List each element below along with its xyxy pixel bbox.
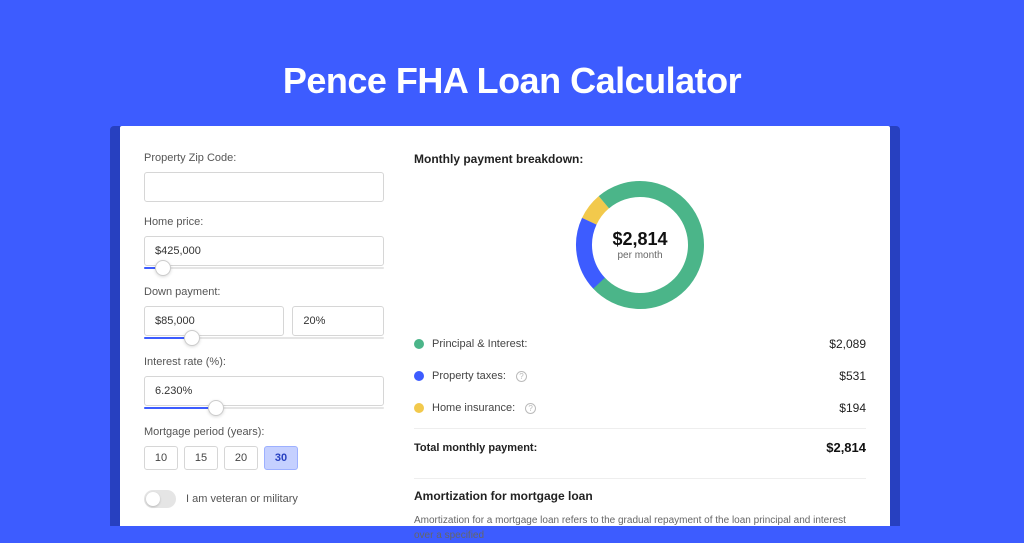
period-btn-15[interactable]: 15 <box>184 446 218 470</box>
amortization-text: Amortization for a mortgage loan refers … <box>414 513 866 543</box>
zip-input[interactable] <box>144 172 384 202</box>
donut-amount: $2,814 <box>612 229 667 250</box>
amortization-title: Amortization for mortgage loan <box>414 489 866 503</box>
breakdown-column: Monthly payment breakdown: $2,814 per mo… <box>414 152 866 526</box>
donut-sub: per month <box>617 250 662 261</box>
period-btn-30[interactable]: 30 <box>264 446 298 470</box>
period-btn-10[interactable]: 10 <box>144 446 178 470</box>
interest-rate-label: Interest rate (%): <box>144 356 384 368</box>
legend-label: Property taxes: <box>432 370 506 382</box>
info-icon[interactable]: ? <box>516 371 527 382</box>
down-payment-percent-input[interactable] <box>292 306 384 336</box>
total-value: $2,814 <box>826 440 866 455</box>
period-btn-20[interactable]: 20 <box>224 446 258 470</box>
total-label: Total monthly payment: <box>414 442 537 454</box>
veteran-label: I am veteran or military <box>186 493 298 505</box>
legend-value: $2,089 <box>829 337 866 351</box>
breakdown-title: Monthly payment breakdown: <box>414 152 866 166</box>
down-payment-amount-input[interactable] <box>144 306 284 336</box>
home-price-slider[interactable] <box>144 264 384 272</box>
slider-thumb[interactable] <box>155 260 171 276</box>
down-payment-slider[interactable] <box>144 334 384 342</box>
legend-row: Principal & Interest: $2,089 <box>414 328 866 360</box>
mortgage-period-group: 10152030 <box>144 446 384 470</box>
legend-dot <box>414 339 424 349</box>
down-payment-label: Down payment: <box>144 286 384 298</box>
legend-value: $531 <box>839 369 866 383</box>
home-price-input[interactable] <box>144 236 384 266</box>
info-icon[interactable]: ? <box>525 403 536 414</box>
legend-label: Home insurance: <box>432 402 515 414</box>
interest-rate-slider[interactable] <box>144 404 384 412</box>
panel-shadow: Property Zip Code: Home price: Down paym… <box>110 126 900 526</box>
interest-rate-input[interactable] <box>144 376 384 406</box>
legend-row: Home insurance:? $194 <box>414 392 866 424</box>
legend-row: Property taxes:? $531 <box>414 360 866 392</box>
calculator-panel: Property Zip Code: Home price: Down paym… <box>120 126 890 526</box>
slider-thumb[interactable] <box>208 400 224 416</box>
page-title: Pence FHA Loan Calculator <box>0 0 1024 126</box>
home-price-label: Home price: <box>144 216 384 228</box>
mortgage-period-label: Mortgage period (years): <box>144 426 384 438</box>
veteran-toggle[interactable] <box>144 490 176 508</box>
legend-label: Principal & Interest: <box>432 338 527 350</box>
legend-value: $194 <box>839 401 866 415</box>
slider-thumb[interactable] <box>184 330 200 346</box>
zip-label: Property Zip Code: <box>144 152 384 164</box>
divider <box>414 478 866 479</box>
legend-dot <box>414 403 424 413</box>
payment-donut-chart: $2,814 per month <box>575 180 705 310</box>
form-column: Property Zip Code: Home price: Down paym… <box>144 152 384 526</box>
legend-dot <box>414 371 424 381</box>
